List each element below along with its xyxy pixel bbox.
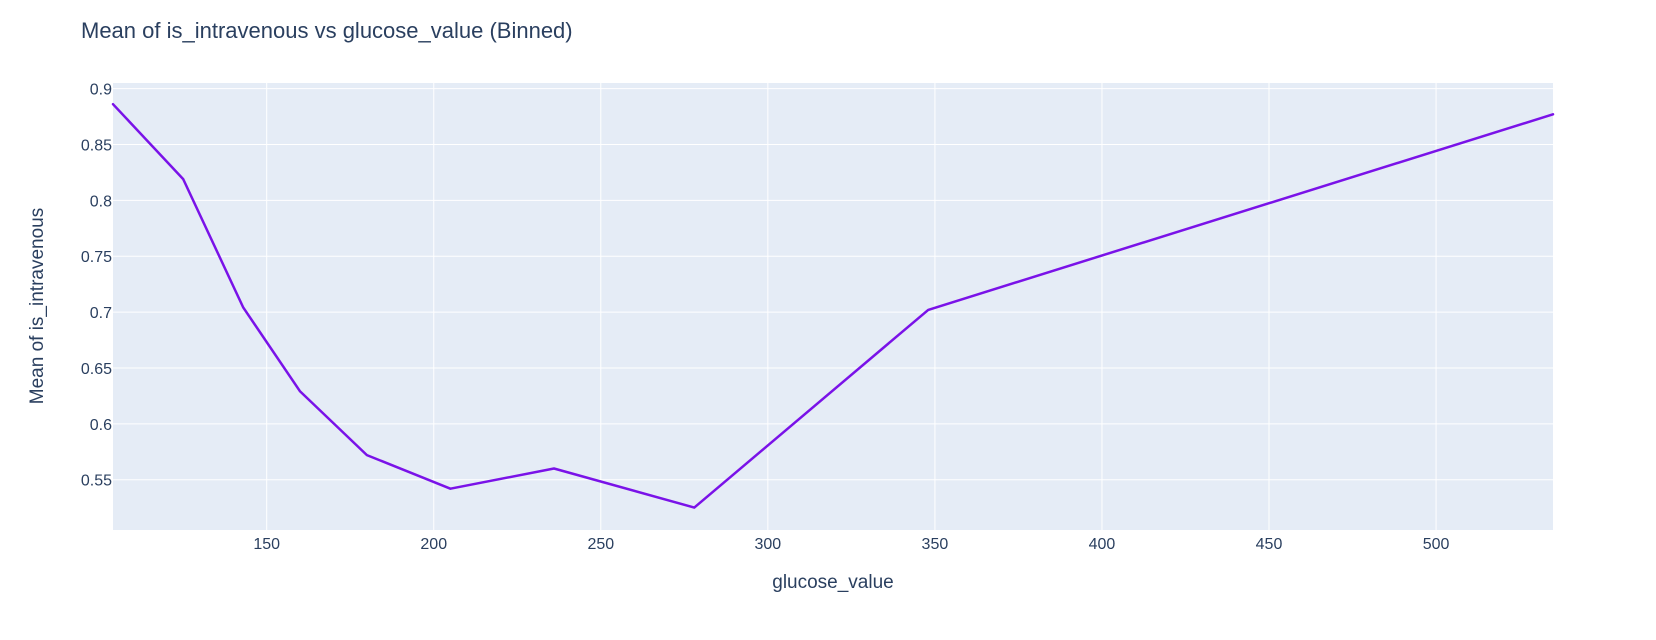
x-axis-label: glucose_value bbox=[772, 572, 893, 593]
y-tick-label: 0.75 bbox=[81, 249, 112, 266]
y-tick-label: 0.65 bbox=[81, 361, 112, 378]
x-tick-label: 250 bbox=[587, 536, 614, 553]
y-tick-label: 0.55 bbox=[81, 473, 112, 490]
series-line bbox=[111, 102, 1555, 509]
y-axis-label: Mean of is_intravenous bbox=[27, 208, 48, 404]
chart-title: Mean of is_intravenous vs glucose_value … bbox=[81, 18, 573, 43]
plot-area bbox=[113, 83, 1553, 530]
x-tick-label: 350 bbox=[922, 536, 949, 553]
x-tick-label: 300 bbox=[754, 536, 781, 553]
x-tick-label: 500 bbox=[1423, 536, 1450, 553]
y-tick-label: 0.85 bbox=[81, 137, 112, 154]
x-tick-label: 450 bbox=[1256, 536, 1283, 553]
x-tick-label: 400 bbox=[1089, 536, 1116, 553]
x-tick-label: 200 bbox=[420, 536, 447, 553]
y-gridlines bbox=[113, 88, 1553, 481]
x-tick-label: 150 bbox=[253, 536, 280, 553]
x-axis-ticks: 150 200 250 300 350 400 450 500 bbox=[253, 536, 1449, 553]
y-tick-label: 0.8 bbox=[90, 193, 112, 210]
y-tick-label: 0.7 bbox=[90, 305, 112, 322]
y-tick-label: 0.6 bbox=[90, 417, 112, 434]
y-tick-label: 0.9 bbox=[90, 82, 112, 99]
y-axis-ticks: 0.55 0.6 0.65 0.7 0.75 0.8 0.85 0.9 bbox=[81, 82, 112, 490]
